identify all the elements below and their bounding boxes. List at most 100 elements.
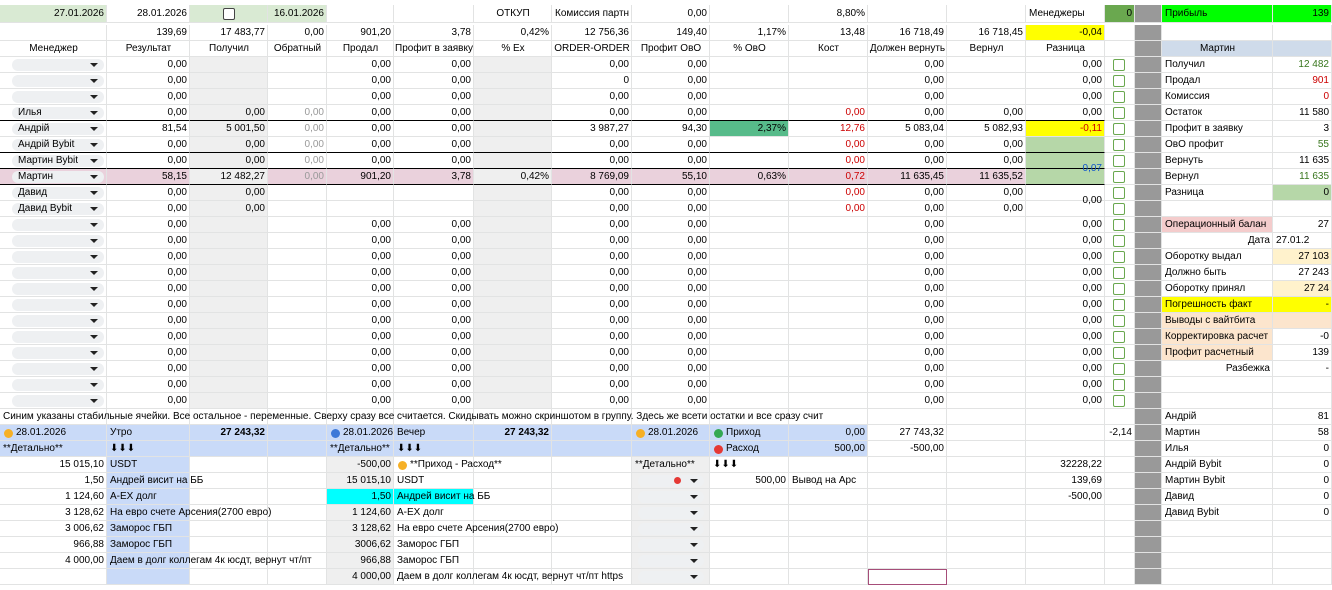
checkbox[interactable]	[1113, 155, 1125, 167]
dropdown[interactable]	[638, 507, 704, 519]
cell-text: 0,00	[451, 299, 471, 310]
cell	[268, 57, 327, 73]
cell	[0, 537, 107, 553]
cell-text: 0,00	[924, 235, 944, 246]
cell-text: 1 124,60	[352, 507, 391, 518]
dropdown[interactable]	[638, 555, 704, 567]
checkbox[interactable]	[1113, 59, 1125, 71]
checkbox[interactable]	[1113, 363, 1125, 375]
cell-text: 12 482,27	[220, 171, 266, 182]
dropdown[interactable]	[12, 347, 104, 359]
dropdown[interactable]	[12, 171, 104, 183]
cell	[1162, 281, 1273, 297]
cell	[789, 25, 868, 41]
dropdown[interactable]	[638, 491, 704, 503]
dropdown[interactable]	[12, 331, 104, 343]
dropdown[interactable]	[12, 235, 104, 247]
checkbox[interactable]	[1113, 123, 1125, 135]
cell	[552, 345, 632, 361]
checkbox[interactable]	[1113, 75, 1125, 87]
cell	[190, 569, 268, 585]
cell	[552, 553, 632, 569]
cell-text: 12 482	[1298, 59, 1329, 70]
cell-text: 27 103	[1298, 251, 1329, 262]
cell-text: 4 000,00	[352, 571, 391, 582]
checkbox[interactable]	[1113, 347, 1125, 359]
cell-text: 28.01.2026	[343, 427, 393, 438]
dropdown[interactable]	[12, 75, 104, 87]
checkbox[interactable]	[1113, 395, 1125, 407]
cell	[190, 281, 268, 297]
dropdown[interactable]	[12, 267, 104, 279]
cell	[552, 297, 632, 313]
cell-text: Мартин	[1199, 43, 1236, 54]
cell	[268, 377, 327, 393]
cell	[947, 425, 1026, 441]
checkbox[interactable]	[1113, 203, 1125, 215]
dropdown[interactable]	[12, 363, 104, 375]
dropdown[interactable]	[12, 283, 104, 295]
cell	[474, 89, 552, 105]
cell	[789, 281, 868, 297]
dropdown[interactable]	[12, 315, 104, 327]
dropdown[interactable]	[12, 299, 104, 311]
cell	[394, 377, 474, 393]
dropdown[interactable]	[12, 251, 104, 263]
checkbox[interactable]	[1113, 283, 1125, 295]
checkbox[interactable]	[1113, 139, 1125, 151]
cell-text: 0,00	[924, 107, 944, 118]
cell	[190, 505, 268, 521]
checkbox[interactable]	[1113, 219, 1125, 231]
cell-text: Остаток	[1165, 107, 1202, 118]
cell-text: 0,00	[687, 379, 707, 390]
cell	[394, 297, 474, 313]
checkbox[interactable]	[1113, 235, 1125, 247]
dropdown[interactable]	[12, 91, 104, 103]
dropdown[interactable]	[638, 571, 704, 583]
cell-text: 0,00	[609, 219, 629, 230]
checkbox[interactable]	[1113, 187, 1125, 199]
cell-text: -0,11	[1079, 123, 1102, 134]
dropdown[interactable]	[12, 107, 104, 119]
cell-text: 0,00	[687, 203, 707, 214]
dropdown[interactable]	[638, 539, 704, 551]
checkbox[interactable]	[1113, 315, 1125, 327]
checkbox[interactable]	[1113, 107, 1125, 119]
cell	[552, 361, 632, 377]
dropdown[interactable]	[12, 155, 104, 167]
cell-text: 0,00	[245, 107, 265, 118]
dropdown[interactable]	[12, 203, 104, 215]
cell	[947, 185, 1026, 201]
cell	[190, 425, 268, 441]
dropdown[interactable]	[12, 139, 104, 151]
checkbox[interactable]	[1113, 171, 1125, 183]
dropdown[interactable]	[638, 523, 704, 535]
dropdown[interactable]	[638, 475, 704, 487]
cell	[327, 505, 394, 521]
cell-text: -0	[1320, 331, 1329, 342]
dropdown[interactable]	[12, 219, 104, 231]
cell-text: 0,00	[1082, 251, 1102, 262]
cell	[868, 361, 947, 377]
cell-text: 3 128,62	[65, 507, 104, 518]
checkbox[interactable]	[1113, 299, 1125, 311]
checkbox[interactable]	[223, 8, 235, 20]
dropdown[interactable]	[12, 123, 104, 135]
cell	[474, 105, 552, 121]
cell	[190, 89, 268, 105]
dropdown[interactable]	[12, 59, 104, 71]
dropdown[interactable]	[12, 379, 104, 391]
dropdown[interactable]	[12, 187, 104, 199]
checkbox[interactable]	[1113, 251, 1125, 263]
checkbox[interactable]	[1113, 91, 1125, 103]
cell	[1162, 41, 1273, 57]
cell-text: 0,00	[687, 59, 707, 70]
cell	[327, 249, 394, 265]
cell	[947, 57, 1026, 73]
cell	[1273, 201, 1332, 217]
dropdown[interactable]	[12, 395, 104, 407]
checkbox[interactable]	[1113, 331, 1125, 343]
cell-text: 3,78	[451, 171, 471, 182]
checkbox[interactable]	[1113, 267, 1125, 279]
checkbox[interactable]	[1113, 379, 1125, 391]
